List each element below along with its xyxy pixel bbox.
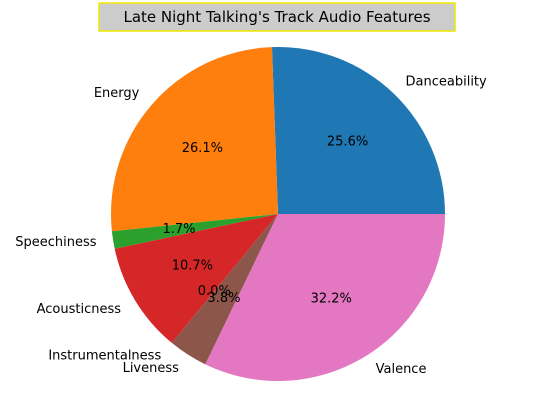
slice-label-valence: Valence	[376, 362, 427, 377]
title-box	[98, 2, 456, 32]
pct-label-instrumentalness: 0.0%	[198, 284, 231, 299]
pie-slices	[110, 47, 445, 381]
pct-label-danceability: 25.6%	[327, 134, 368, 149]
pct-label-valence: 32.2%	[311, 291, 352, 306]
pie-slice-valence	[205, 214, 445, 381]
pie-slice-liveness	[171, 214, 278, 365]
pie-slice-speechiness	[111, 214, 278, 249]
pct-label-acousticness: 10.7%	[172, 259, 213, 274]
slice-label-instrumentalness: Instrumentalness	[48, 348, 161, 363]
pie-slice-danceability	[271, 47, 445, 215]
slice-label-danceability: Danceability	[406, 74, 488, 89]
slice-label-energy: Energy	[94, 86, 140, 101]
pie-slice-acousticness	[114, 214, 278, 343]
slice-label-liveness: Liveness	[123, 361, 180, 376]
pct-label-liveness: 3.8%	[207, 291, 240, 306]
pie-labels: Danceability 25.6% Energy 26.1% Speechiness 1…	[15, 74, 487, 377]
chart-title: Late Night Talking's Track Audio Feature…	[98, 2, 456, 32]
slice-label-speechiness: Speechiness	[15, 235, 97, 250]
pct-label-speechiness: 1.7%	[163, 222, 196, 237]
pct-label-energy: 26.1%	[182, 141, 223, 156]
slice-label-acousticness: Acousticness	[37, 302, 122, 317]
chart-title-text: Late Night Talking's Track Audio Feature…	[123, 8, 430, 26]
pie-slice-energy	[110, 47, 278, 232]
